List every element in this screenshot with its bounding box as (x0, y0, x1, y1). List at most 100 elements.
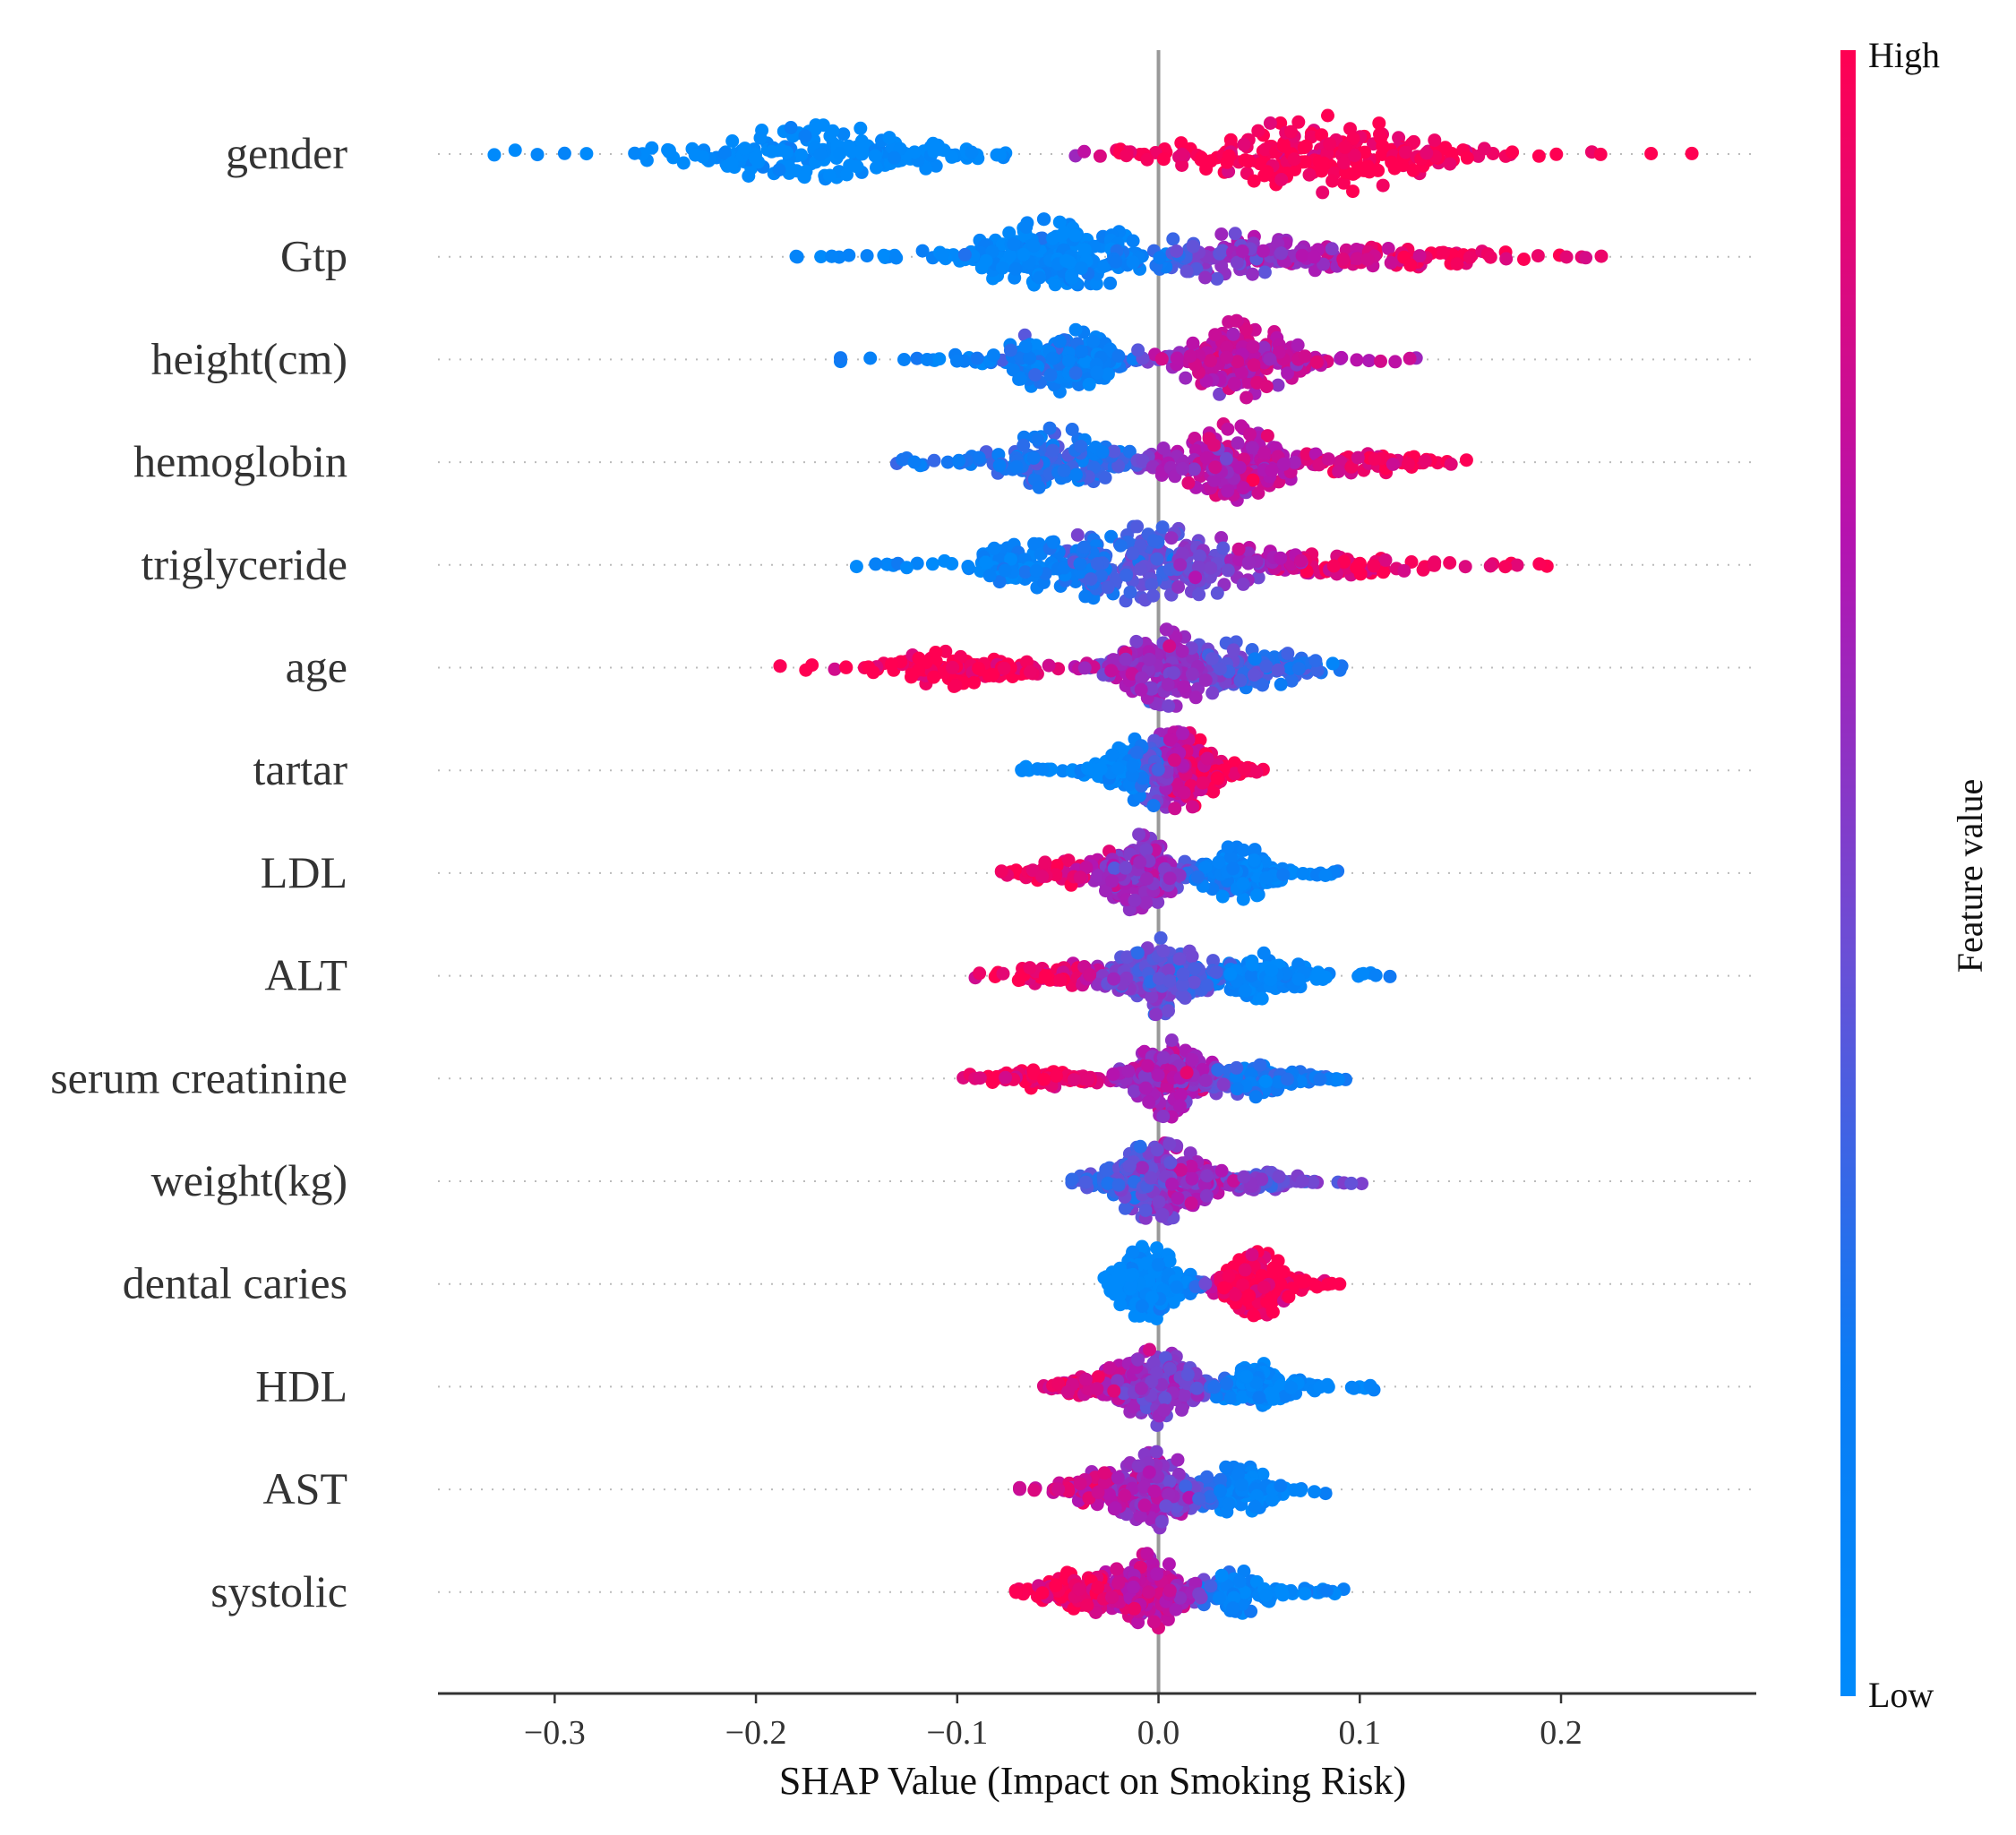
shap-point (1151, 762, 1165, 776)
beeswarm-points (487, 108, 1699, 1635)
shap-point (1412, 249, 1427, 263)
shap-point (927, 670, 941, 684)
shap-point (1142, 1095, 1156, 1109)
shap-point (1247, 1308, 1261, 1323)
shap-point (1294, 553, 1308, 568)
shap-point (994, 864, 1008, 879)
shap-point (1226, 643, 1240, 657)
shap-point (1027, 536, 1042, 551)
shap-point (1237, 1170, 1251, 1184)
shap-point (1291, 662, 1306, 676)
shap-point (1185, 1171, 1199, 1186)
shap-point (1180, 264, 1194, 279)
shap-point (1206, 785, 1221, 799)
shap-point (1221, 563, 1235, 578)
shap-point (1216, 541, 1231, 555)
shap-point (628, 146, 642, 160)
shap-point (973, 1071, 987, 1085)
shap-point (1103, 276, 1118, 290)
shap-point (1397, 563, 1411, 578)
shap-point (1048, 278, 1062, 292)
shap-point (1221, 422, 1235, 436)
shap-point (1291, 338, 1305, 352)
shap-point (1247, 358, 1261, 373)
shap-point (1316, 185, 1330, 200)
shap-point (1331, 1072, 1345, 1086)
shap-point (1170, 351, 1184, 365)
shap-point (784, 121, 798, 134)
shap-point (1046, 351, 1060, 365)
shap-point (1248, 843, 1262, 857)
shap-point (1209, 965, 1223, 980)
shap-point (1281, 647, 1295, 661)
shap-point (1260, 165, 1274, 179)
shap-point (1477, 141, 1491, 156)
shap-point (833, 147, 847, 161)
shap-point (725, 156, 739, 170)
shap-point (1167, 753, 1181, 767)
shap-point (1004, 553, 1017, 566)
shap-point (997, 661, 1011, 675)
shap-point (1318, 869, 1333, 882)
shap-point (862, 660, 876, 674)
shap-point (1368, 968, 1383, 982)
shap-point (1251, 124, 1265, 138)
shap-point (1344, 1176, 1359, 1190)
shap-point (1198, 1074, 1213, 1087)
shap-point (1009, 459, 1024, 474)
shap-point (1019, 220, 1034, 235)
shap-point (1214, 662, 1227, 676)
shap-point (925, 557, 939, 571)
shap-point (1184, 1196, 1198, 1210)
shap-point (1162, 1136, 1177, 1151)
shap-point (1483, 250, 1497, 264)
shap-point (1276, 868, 1291, 881)
shap-point (1230, 1082, 1244, 1096)
shap-point (1018, 339, 1033, 354)
shap-point (1038, 969, 1052, 982)
shap-point (1271, 663, 1285, 677)
shap-point (1321, 452, 1335, 467)
shap-point (1463, 250, 1477, 264)
shap-point (1073, 870, 1087, 885)
shap-point (1138, 1204, 1153, 1217)
shap-point (1233, 673, 1248, 688)
shap-point (1257, 340, 1271, 355)
shap-point (1325, 174, 1340, 188)
shap-point (868, 149, 882, 163)
shap-point (1057, 464, 1071, 477)
shap-point (1232, 460, 1247, 475)
shap-point (1204, 561, 1218, 575)
shap-point (1132, 827, 1146, 842)
shap-point (1104, 664, 1119, 678)
shap-point (738, 141, 752, 156)
shap-point (1162, 871, 1177, 886)
shap-point (1220, 155, 1234, 169)
shap-point (1068, 467, 1083, 482)
shap-point (1297, 141, 1311, 155)
shap-point (1140, 152, 1154, 167)
shap-point (1186, 239, 1200, 253)
shap-point (1256, 678, 1270, 692)
shap-point (979, 253, 993, 268)
shap-point (1111, 1178, 1126, 1192)
shap-point (1151, 1068, 1165, 1082)
shap-point (1199, 450, 1214, 465)
shap-point (1406, 163, 1420, 177)
shap-point (1186, 800, 1199, 814)
shap-point (1077, 661, 1092, 675)
shap-point (967, 675, 982, 690)
shap-point (1374, 354, 1387, 368)
shap-point (1023, 351, 1037, 365)
shap-point (1067, 1073, 1081, 1087)
shap-point (1101, 367, 1115, 382)
shap-point (1046, 231, 1059, 245)
shap-point (1284, 124, 1298, 139)
shap-point (1068, 366, 1083, 381)
shap-point (972, 450, 986, 465)
shap-point (1265, 964, 1279, 978)
shap-point (1198, 861, 1213, 874)
shap-point (1133, 1139, 1147, 1153)
shap-point (1150, 552, 1164, 566)
shap-point (1120, 149, 1134, 163)
